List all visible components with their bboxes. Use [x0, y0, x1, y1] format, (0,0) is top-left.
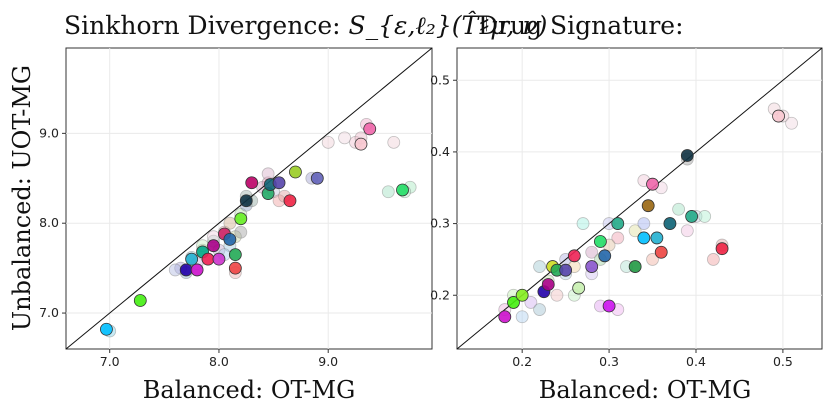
- data-point: [602, 299, 616, 313]
- drug-signature-title: Drug Signature:: [478, 11, 684, 40]
- faint-point: [576, 217, 590, 230]
- data-point: [354, 137, 368, 151]
- faint-point: [261, 167, 275, 181]
- data-point: [283, 194, 297, 208]
- data-point: [201, 252, 215, 266]
- data-point: [223, 232, 237, 246]
- faint-point: [698, 210, 712, 223]
- y-axis-label-left: Unbalanced: UOT-MG: [8, 65, 36, 331]
- data-point: [234, 212, 248, 226]
- data-point: [567, 249, 581, 263]
- sinkhorn-title: Sinkhorn Divergence: S_{ε,ℓ₂}(T̂♯μ, ν): [64, 11, 547, 40]
- faint-point: [234, 225, 248, 239]
- data-point: [507, 296, 520, 309]
- points-left: [100, 122, 409, 336]
- data-point: [185, 252, 199, 266]
- data-point: [396, 183, 409, 197]
- faint-point: [585, 245, 599, 259]
- faint-point: [533, 303, 546, 316]
- faint-point: [628, 224, 642, 238]
- data-point: [133, 294, 147, 307]
- x-tick-label: 0.2: [512, 354, 532, 369]
- grid-right: [457, 48, 822, 349]
- data-point: [628, 260, 642, 273]
- data-point: [680, 149, 694, 162]
- faint-point: [321, 135, 335, 149]
- faint-point: [611, 231, 625, 245]
- data-point: [239, 194, 253, 208]
- faint-point: [524, 296, 538, 309]
- faint-point: [381, 185, 395, 199]
- data-point: [685, 210, 699, 223]
- data-point: [272, 176, 286, 190]
- x-tick-label: 0.5: [773, 354, 793, 369]
- data-point: [228, 248, 242, 262]
- data-point: [772, 109, 785, 123]
- data-point: [207, 239, 220, 253]
- data-point: [541, 278, 555, 291]
- data-point: [498, 310, 512, 324]
- faint-point: [785, 116, 798, 130]
- data-point: [637, 231, 651, 245]
- x-tick-label: 7.0: [100, 354, 120, 369]
- data-point: [228, 261, 242, 275]
- data-point: [559, 263, 573, 277]
- y-tick-label: 0.4: [430, 144, 450, 159]
- data-point: [663, 217, 677, 230]
- data-point: [593, 235, 607, 248]
- data-point: [190, 263, 204, 277]
- data-point: [572, 281, 586, 295]
- faint-point: [387, 135, 401, 149]
- data-point: [212, 252, 226, 266]
- x-tick-label: 9.0: [318, 354, 338, 369]
- ticks-right: 0.2 0.3 0.4 0.5 0.2 0.3 0.4 0.5: [430, 72, 793, 369]
- data-point: [179, 263, 193, 277]
- data-point: [289, 165, 302, 179]
- y-tick-label: 7.0: [39, 305, 59, 320]
- data-point: [650, 231, 664, 245]
- y-tick-label: 0.3: [430, 216, 450, 231]
- chart-sinkhorn: Sinkhorn Divergence: S_{ε,ℓ₂}(T̂♯μ, ν) 7…: [8, 11, 547, 404]
- faint-point: [515, 310, 529, 324]
- faint-point: [168, 263, 182, 277]
- chart-drug-signature: Drug Signature: 0.2 0.3 0.4 0.5 0.2 0.3 0.4 0.5…: [430, 11, 823, 404]
- data-point: [363, 122, 377, 136]
- data-point: [585, 260, 599, 273]
- y-tick-label: 0.5: [430, 72, 450, 87]
- points-right: [498, 109, 785, 324]
- faint-point: [646, 253, 659, 266]
- x-tick-label: 0.4: [686, 354, 706, 369]
- y-tick-label: 8.0: [39, 215, 59, 230]
- data-point: [646, 177, 659, 191]
- faint-point: [550, 288, 564, 302]
- y-tick-label: 9.0: [39, 125, 59, 140]
- ticks-left: 7.0 8.0 9.0 7.0 8.0 9.0: [39, 125, 338, 369]
- data-point: [245, 176, 259, 190]
- data-point: [654, 245, 668, 259]
- faint-point: [706, 253, 720, 266]
- faint-point: [680, 224, 694, 238]
- x-axis-label-left: Balanced: OT-MG: [143, 376, 356, 404]
- data-point: [310, 171, 324, 185]
- data-point: [598, 249, 612, 263]
- x-tick-label: 8.0: [209, 354, 229, 369]
- faint-point: [672, 202, 686, 216]
- faint-point: [223, 216, 237, 230]
- x-axis-label-right: Balanced: OT-MG: [539, 376, 752, 404]
- faint-point: [637, 217, 651, 230]
- data-point: [715, 242, 729, 256]
- data-point: [100, 322, 113, 336]
- faint-point: [533, 260, 546, 273]
- data-point: [611, 217, 625, 230]
- faint-point: [338, 131, 351, 145]
- data-point: [641, 199, 655, 213]
- y-tick-label: 0.2: [430, 287, 450, 302]
- x-tick-label: 0.3: [599, 354, 619, 369]
- data-point: [515, 288, 529, 302]
